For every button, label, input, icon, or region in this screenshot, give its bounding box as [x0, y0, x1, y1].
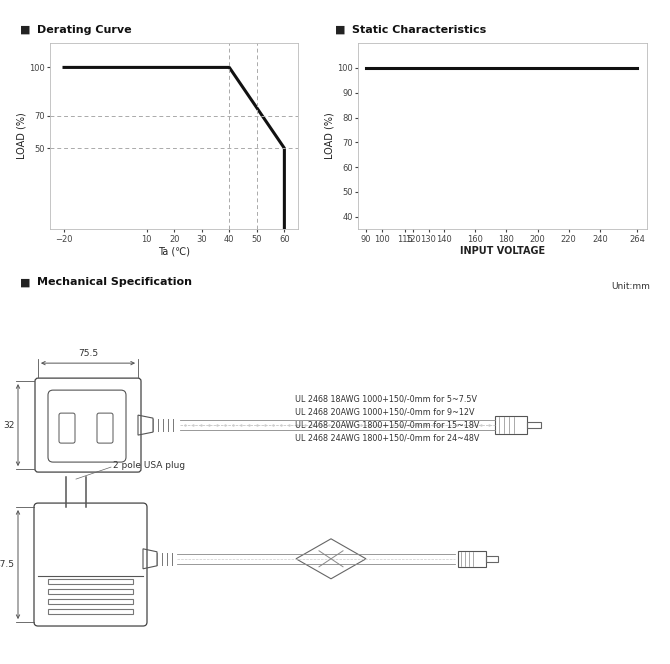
Bar	[48, 609, 133, 614]
Text: 47.5: 47.5	[0, 560, 15, 569]
Text: Mechanical Specification: Mechanical Specification	[37, 277, 192, 288]
Text: 32: 32	[3, 420, 15, 430]
Bar	[48, 579, 133, 584]
Text: ■: ■	[20, 277, 31, 288]
Bar	[48, 599, 133, 604]
Text: Derating Curve: Derating Curve	[37, 25, 131, 35]
Bar	[486, 556, 498, 562]
Text: Static Characteristics: Static Characteristics	[352, 25, 486, 35]
Text: 2 pole USA plug: 2 pole USA plug	[113, 461, 185, 469]
Text: UL 2468 20AWG 1000+150/-0mm for 9~12V: UL 2468 20AWG 1000+150/-0mm for 9~12V	[295, 407, 474, 416]
Bar	[48, 589, 133, 594]
Y-axis label: LOAD (%): LOAD (%)	[16, 113, 26, 159]
Text: UL 2468 18AWG 1000+150/-0mm for 5~7.5V: UL 2468 18AWG 1000+150/-0mm for 5~7.5V	[295, 394, 477, 403]
Bar	[458, 551, 486, 567]
Text: 75.5: 75.5	[78, 349, 98, 358]
X-axis label: Ta (℃): Ta (℃)	[158, 246, 190, 256]
Text: ■: ■	[20, 25, 31, 35]
Text: ■: ■	[335, 25, 346, 35]
Bar	[495, 416, 527, 434]
Text: Unit:mm: Unit:mm	[611, 282, 650, 291]
Y-axis label: LOAD (%): LOAD (%)	[324, 113, 334, 159]
Text: UL 2468 24AWG 1800+150/-0mm for 24~48V: UL 2468 24AWG 1800+150/-0mm for 24~48V	[295, 433, 479, 442]
X-axis label: INPUT VOLTAGE: INPUT VOLTAGE	[460, 246, 545, 256]
Bar	[527, 422, 541, 428]
Text: UL 2468 20AWG 1800+150/-0mm for 15~18V: UL 2468 20AWG 1800+150/-0mm for 15~18V	[295, 420, 479, 429]
